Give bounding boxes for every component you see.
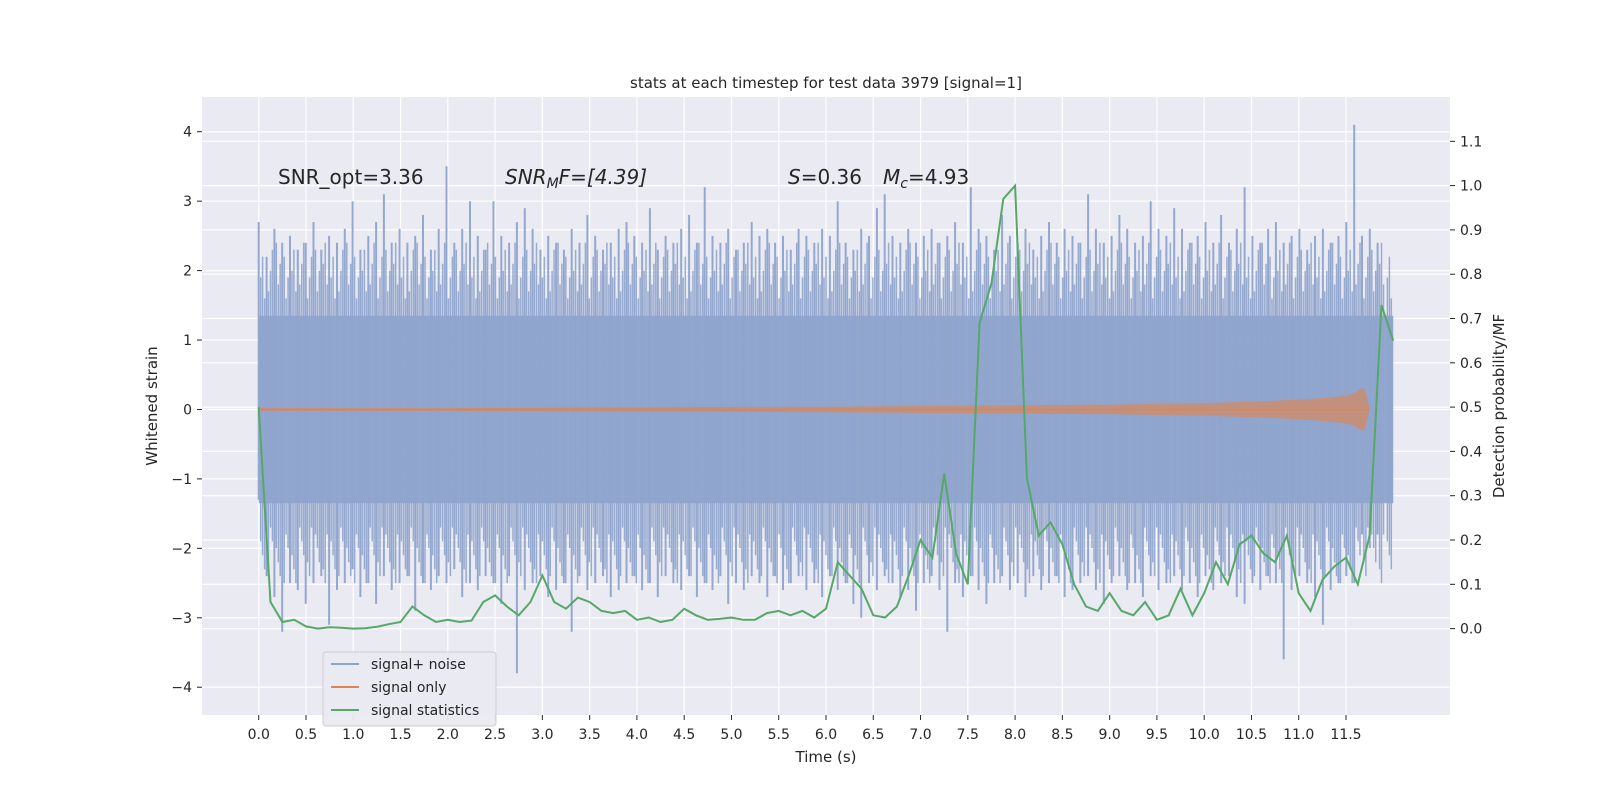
y-right-tick-label-0: 1.1 xyxy=(1460,134,1482,150)
x-tick-label-23: 11.5 xyxy=(1330,727,1361,743)
x-tick-label-4: 2.0 xyxy=(437,727,459,743)
x-tick-label-6: 3.0 xyxy=(531,727,553,743)
y-right-tick-label-7: 0.4 xyxy=(1460,444,1482,460)
annotation-mc-sub: c xyxy=(900,176,908,192)
y-left-tick-label-8: −4 xyxy=(171,680,192,696)
x-tick-label-15: 7.5 xyxy=(957,727,979,743)
annotation-mc-italic: M xyxy=(883,165,900,189)
x-axis-label: Time (s) xyxy=(795,748,857,766)
annotation-mc: Mc=4.93 xyxy=(883,165,969,192)
y-right-tick-label-2: 0.9 xyxy=(1460,223,1482,239)
y-right-tick-label-4: 0.7 xyxy=(1460,312,1482,328)
x-tick-label-8: 4.0 xyxy=(626,727,648,743)
y-right-tick-label-10: 0.1 xyxy=(1460,577,1482,593)
y-left-tick-label-3: 1 xyxy=(183,333,192,349)
y-right-tick-label-3: 0.8 xyxy=(1460,267,1482,283)
signal-statistics-line xyxy=(257,183,1395,630)
x-tick-label-0: 0.0 xyxy=(248,727,270,743)
x-tick-label-7: 3.5 xyxy=(579,727,601,743)
y-right-tick-label-1: 1.0 xyxy=(1460,179,1482,195)
x-tick-label-12: 6.0 xyxy=(815,727,837,743)
x-tick-label-17: 8.5 xyxy=(1051,727,1073,743)
chart-title: stats at each timestep for test data 397… xyxy=(630,74,1022,92)
annotation-snr-opt: SNR_opt=3.36 xyxy=(278,165,424,189)
y-left-tick-label-6: −2 xyxy=(171,541,192,557)
annotation-snr-mf-sub: M xyxy=(547,176,559,192)
x-tick-label-16: 8.0 xyxy=(1004,727,1026,743)
legend-box xyxy=(322,651,497,727)
y-axis-label-left: Whitened strain xyxy=(143,346,161,465)
x-tick-label-13: 6.5 xyxy=(862,727,884,743)
y-left-tick-label-1: 3 xyxy=(183,194,192,210)
y-left-tick-label-2: 2 xyxy=(183,264,192,280)
x-tick-label-2: 1.0 xyxy=(342,727,364,743)
x-tick-label-9: 4.5 xyxy=(673,727,695,743)
x-tick-label-3: 1.5 xyxy=(389,727,411,743)
annotation-snr-mf-rest: F=[4.39] xyxy=(559,165,647,189)
y-right-tick-label-6: 0.5 xyxy=(1460,400,1482,416)
legend-label-signal-noise: signal+ noise xyxy=(371,657,466,673)
annotation-s-italic: S xyxy=(788,165,801,189)
annotation-s: S=0.36 xyxy=(788,165,862,189)
y-right-tick-label-9: 0.2 xyxy=(1460,533,1482,549)
legend-label-signal-only: signal only xyxy=(371,680,446,696)
annotation-s-rest: =0.36 xyxy=(801,165,862,189)
y-left-tick-label-4: 0 xyxy=(183,402,192,418)
x-tick-label-1: 0.5 xyxy=(295,727,317,743)
x-tick-label-11: 5.5 xyxy=(768,727,790,743)
y-right-tick-label-11: 0.0 xyxy=(1460,622,1482,638)
y-left-tick-label-7: −3 xyxy=(171,611,192,627)
x-tick-label-21: 10.5 xyxy=(1236,727,1267,743)
y-left-tick-label-0: 4 xyxy=(183,125,192,141)
y-left-tick-label-5: −1 xyxy=(171,472,192,488)
annotation-snr-mf-italic: SNR xyxy=(505,165,547,189)
y-right-tick-label-5: 0.6 xyxy=(1460,356,1482,372)
y-right-tick-label-8: 0.3 xyxy=(1460,489,1482,505)
legend-label-signal-statistics: signal statistics xyxy=(371,703,479,719)
x-tick-label-10: 5.0 xyxy=(720,727,742,743)
annotation-snr-mf: SNRMF=[4.39] xyxy=(505,165,647,192)
x-tick-label-22: 11.0 xyxy=(1283,727,1314,743)
x-tick-label-18: 9.0 xyxy=(1099,727,1121,743)
x-tick-label-14: 7.0 xyxy=(909,727,931,743)
x-tick-label-19: 9.5 xyxy=(1146,727,1168,743)
y-axis-label-right: Detection probability/MF xyxy=(1490,314,1508,498)
annotation-mc-rest: =4.93 xyxy=(908,165,969,189)
x-tick-label-20: 10.0 xyxy=(1189,727,1220,743)
legend: signal+ noise signal only signal statist… xyxy=(322,651,497,727)
x-tick-label-5: 2.5 xyxy=(484,727,506,743)
